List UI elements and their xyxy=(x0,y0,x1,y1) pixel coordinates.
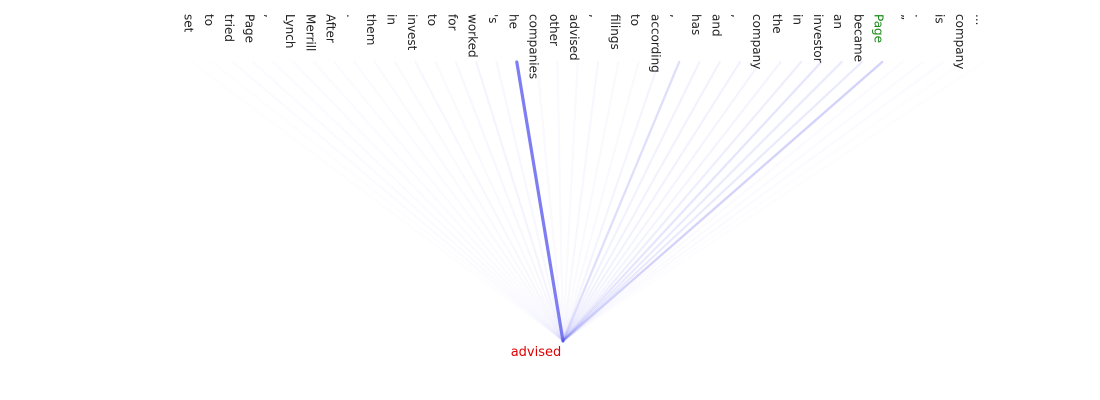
attention-line xyxy=(561,60,823,343)
token: Page xyxy=(242,14,256,43)
token: and xyxy=(709,14,723,37)
token: set xyxy=(182,14,196,33)
token: an xyxy=(831,14,845,29)
token: Page xyxy=(872,14,886,43)
token: , xyxy=(263,14,277,18)
token: , xyxy=(669,14,683,18)
token: After xyxy=(324,14,338,43)
attention-line xyxy=(561,60,701,343)
token: for xyxy=(445,14,459,31)
token: he xyxy=(506,14,520,29)
attention-line xyxy=(563,62,984,341)
attention-line xyxy=(561,60,721,343)
attention-line xyxy=(475,60,565,343)
token: advised xyxy=(567,14,581,61)
query-token: advised xyxy=(511,345,562,360)
token: Merrill xyxy=(303,14,317,51)
attention-line xyxy=(561,60,762,343)
attention-line xyxy=(561,60,742,343)
attention-line xyxy=(561,60,782,343)
token: companies xyxy=(527,14,541,79)
attention-line xyxy=(561,60,864,343)
attention-line xyxy=(436,62,563,341)
token: . xyxy=(912,14,926,18)
attention-line xyxy=(354,62,563,341)
token: according xyxy=(648,14,662,73)
token: the xyxy=(770,14,784,34)
attention-line xyxy=(563,62,963,341)
token: to xyxy=(628,14,642,26)
token: to xyxy=(202,14,216,26)
attention-line xyxy=(561,60,803,343)
attention-line xyxy=(561,60,660,343)
attention-line xyxy=(561,60,600,343)
token: ” xyxy=(892,14,906,20)
attention-line xyxy=(561,60,681,343)
attention-line xyxy=(561,60,843,343)
token: , xyxy=(588,14,602,18)
token: Lynch xyxy=(283,14,297,49)
token: has xyxy=(689,14,703,35)
attention-line xyxy=(233,62,563,341)
attention-line xyxy=(375,62,563,341)
token: company xyxy=(953,14,967,69)
token: tried xyxy=(222,14,236,42)
token: ... xyxy=(973,14,987,25)
attention-line xyxy=(454,60,565,343)
attention-line xyxy=(495,60,565,343)
token: invest xyxy=(405,14,419,51)
attention-line xyxy=(563,62,923,341)
token: . xyxy=(344,14,358,18)
token: is xyxy=(933,14,947,24)
token: became xyxy=(851,14,865,62)
token: worked xyxy=(466,14,480,58)
token: 's xyxy=(486,14,500,24)
attention-line xyxy=(561,60,884,343)
token: company xyxy=(750,14,764,69)
token: in xyxy=(385,14,399,25)
attention-line xyxy=(515,60,565,343)
token: them xyxy=(364,14,378,45)
attention-line xyxy=(334,62,563,341)
attention-line xyxy=(414,60,565,343)
token: , xyxy=(730,14,744,18)
attention-line xyxy=(395,62,563,341)
attention-line xyxy=(253,62,563,341)
token: in xyxy=(791,14,805,25)
token: other xyxy=(547,14,561,46)
token: filings xyxy=(608,14,622,50)
attention-line xyxy=(563,62,903,341)
token: to xyxy=(425,14,439,26)
token: investor xyxy=(811,14,825,63)
